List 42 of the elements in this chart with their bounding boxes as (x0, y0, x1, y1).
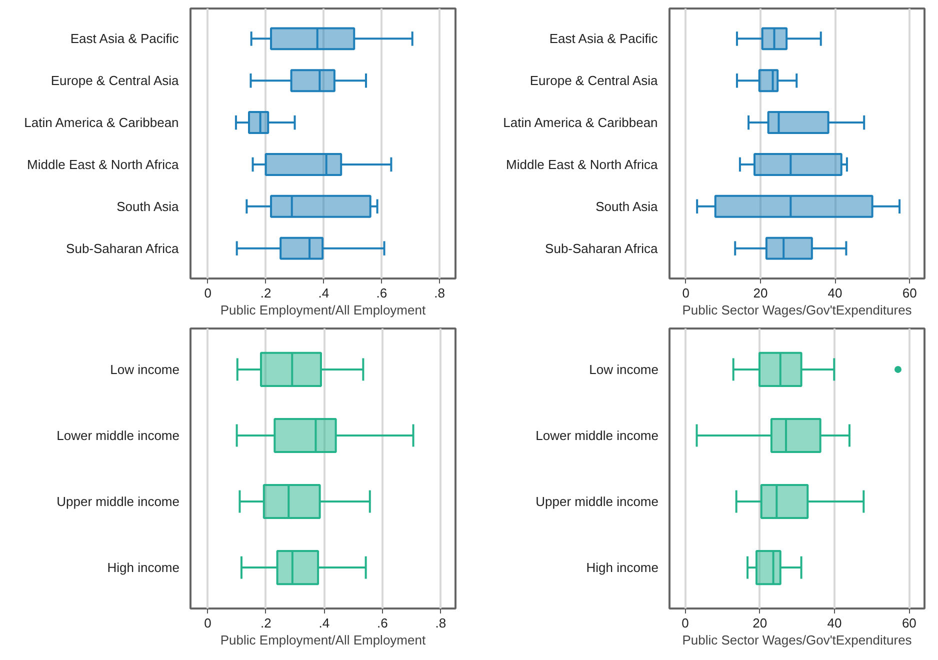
x-tick-label: 40 (827, 616, 842, 630)
x-tick-label: .4 (318, 286, 330, 300)
y-tick-label: Europe & Central Asia (50, 73, 180, 88)
x-tick-label: 0 (682, 616, 689, 630)
x-axis-title: Public Sector Wages/Gov'tExpenditures (682, 302, 912, 318)
x-tick-label: .6 (376, 616, 388, 630)
x-tick-label: 60 (902, 616, 916, 630)
x-tick-label: .8 (434, 286, 445, 300)
y-tick-label: East Asia & Pacific (70, 31, 180, 46)
x-axis-title: Public Employment/All Employment (220, 632, 426, 648)
x-tick-label: 20 (752, 616, 768, 630)
x-tick-label: .2 (260, 616, 272, 630)
x-tick-label: 0 (682, 286, 690, 300)
x-tick-label: .2 (260, 286, 272, 300)
y-tick-label: Lower middle income (56, 428, 180, 443)
x-tick-label: .6 (376, 286, 388, 300)
x-tick-label: 0 (204, 286, 212, 300)
y-tick-label: Middle East & North Africa (27, 156, 180, 172)
y-tick-label: High income (107, 560, 180, 576)
y-tick-label: South Asia (116, 198, 180, 214)
y-tick-label: Sub-Saharan Africa (66, 240, 180, 256)
x-tick-label: .8 (435, 616, 446, 630)
x-tick-label: 60 (902, 286, 917, 300)
y-tick-label: Latin America & Caribbean (24, 115, 179, 130)
y-tick-label: High income (586, 560, 659, 576)
y-tick-label: Latin America & Caribbean (503, 115, 658, 130)
x-axis-title: Public Employment/All Employment (220, 302, 426, 318)
x-tick-label: 20 (753, 286, 768, 300)
y-tick-label: Upper middle income (536, 494, 659, 510)
y-tick-label: Sub-Saharan Africa (545, 240, 659, 256)
y-tick-label: Middle East & North Africa (506, 156, 659, 172)
y-tick-label: Low income (589, 362, 659, 377)
x-tick-label: 40 (828, 286, 842, 300)
x-tick-label: 0 (204, 616, 212, 630)
y-tick-label: South Asia (596, 198, 659, 214)
y-tick-label: Upper middle income (56, 494, 180, 510)
x-tick-label: .4 (318, 616, 330, 630)
y-tick-label: Europe & Central Asia (530, 73, 659, 88)
y-tick-label: Lower middle income (536, 428, 659, 443)
y-tick-label: Low income (110, 362, 180, 377)
x-axis-title: Public Sector Wages/Gov'tExpenditures (682, 632, 912, 648)
y-tick-label: East Asia & Pacific (549, 31, 658, 46)
